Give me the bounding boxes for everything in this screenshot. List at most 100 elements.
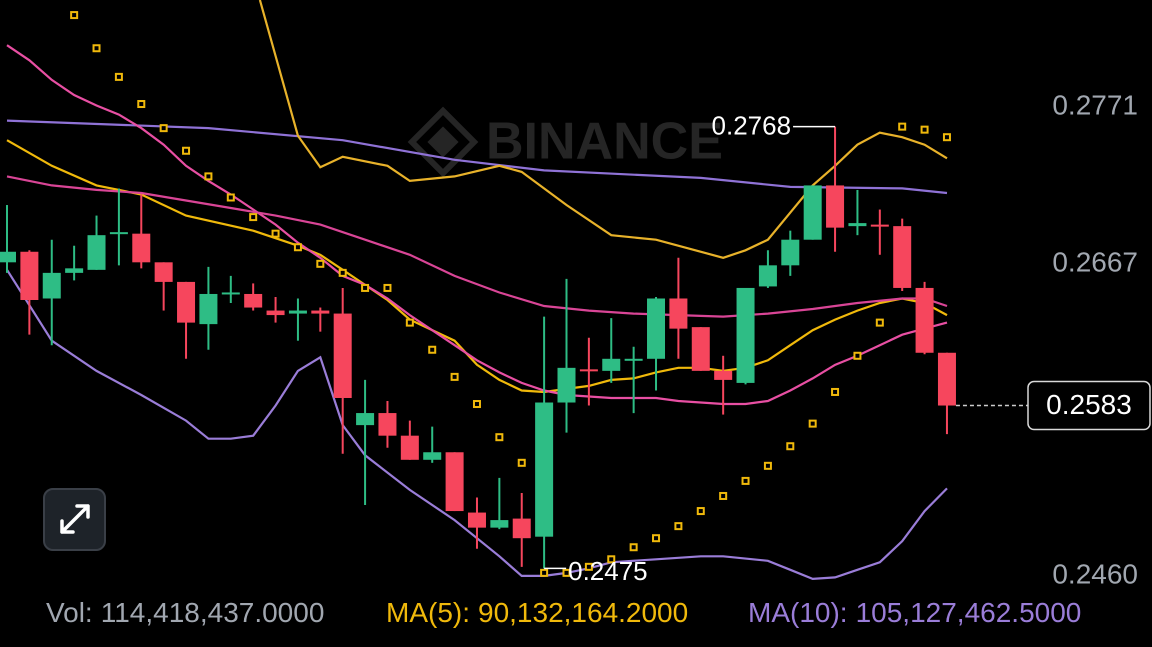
sar-dot: [226, 193, 235, 202]
sar-dot: [942, 133, 951, 142]
candle-body: [87, 235, 106, 270]
watermark-logo: [407, 106, 479, 178]
candle-body: [221, 292, 240, 295]
sar-dot: [741, 476, 750, 485]
sar-dot: [338, 268, 347, 277]
candle-body: [490, 520, 509, 528]
candle-body: [311, 310, 330, 314]
sar-dot: [786, 442, 795, 451]
candle-body: [624, 358, 643, 361]
current-price: 0.2583: [1046, 389, 1132, 420]
sar-dot: [763, 461, 772, 470]
candle-body: [602, 358, 621, 371]
candle-body: [669, 298, 688, 329]
indicator-line: [258, 0, 948, 259]
candle-body: [109, 232, 128, 235]
plot: 0.2460 0.2667 0.2771 0.2768 0.2475 0.2583: [0, 0, 1151, 589]
sar-dot: [114, 72, 123, 81]
candle-body: [758, 265, 777, 287]
sar-dot: [70, 11, 79, 20]
candle-body: [42, 272, 61, 299]
candle-body: [848, 223, 867, 227]
y-tick-label: 0.2460: [1052, 558, 1138, 589]
candle-body: [535, 402, 554, 537]
price-box: [1027, 380, 1151, 431]
candle-body: [65, 268, 84, 273]
candle-body: [512, 518, 531, 539]
high-label: 0.2768: [712, 111, 792, 141]
candle-body: [714, 370, 733, 380]
sar-dot: [182, 146, 191, 155]
sar-dot: [450, 372, 459, 381]
sar-dot: [808, 419, 817, 428]
sar-dot: [495, 433, 504, 442]
candle-body: [781, 239, 800, 266]
sar-dot: [607, 555, 616, 564]
candle-body: [937, 352, 956, 406]
candle-body: [579, 369, 598, 372]
expand-button[interactable]: [43, 488, 106, 551]
footer-value: 114,418,437.0000: [101, 597, 325, 628]
sar-dot: [405, 318, 414, 327]
expand-icon: [60, 504, 90, 534]
sar-dot: [853, 351, 862, 360]
sar-dot: [204, 172, 213, 181]
sar-dot: [540, 568, 549, 577]
indicator-line: [6, 269, 948, 581]
sar-dot: [696, 507, 705, 516]
sar-dot: [719, 491, 728, 500]
sar-dot: [383, 283, 392, 292]
candle-body: [266, 310, 285, 316]
sar-dot: [316, 259, 325, 268]
sar-dot: [674, 522, 683, 531]
candle-body: [356, 413, 375, 426]
sar-dot: [271, 229, 280, 238]
candle-body: [826, 185, 845, 228]
sar-dot: [159, 124, 168, 133]
sar-dot: [920, 125, 929, 134]
watermark-text: BINANCE: [486, 113, 723, 171]
candle-body: [288, 310, 307, 314]
candle-body: [0, 251, 16, 263]
sar-dot: [472, 400, 481, 409]
sar-dot: [361, 283, 370, 292]
footer-label: Vol:: [46, 597, 93, 628]
candle-body: [423, 452, 442, 460]
footer-label: MA(10):: [748, 597, 848, 628]
footer-stat: MA(5): 90,132,164.2000: [386, 597, 688, 628]
candle-body: [199, 293, 218, 325]
y-tick-label: 0.2667: [1052, 246, 1138, 277]
sar-dot: [517, 458, 526, 467]
sar-dot: [428, 345, 437, 354]
candle-body: [154, 262, 173, 282]
candle-body: [177, 281, 196, 323]
y-tick-label: 0.2771: [1052, 90, 1138, 121]
sar-dot: [831, 387, 840, 396]
sar-dot: [898, 122, 907, 131]
candle-body: [378, 413, 397, 436]
candle-body: [893, 226, 912, 288]
candle-body: [400, 435, 419, 460]
candle-body: [445, 452, 464, 512]
indicator-line: [6, 175, 948, 318]
candle-body: [467, 512, 486, 528]
indicator-line: [6, 139, 948, 394]
sar-dot: [249, 213, 258, 222]
footer-label: MA(5):: [386, 597, 470, 628]
candle-body: [736, 287, 755, 383]
footer-stat: Vol: 114,418,437.0000: [46, 597, 324, 628]
candle-body: [244, 293, 263, 308]
candle-body: [870, 224, 889, 227]
footer-value: 105,127,462.5000: [856, 597, 1082, 628]
candle-body: [557, 367, 576, 403]
watermark: BINANCE: [407, 106, 723, 178]
sar-dot: [92, 44, 101, 53]
candle-body: [20, 251, 39, 300]
sar-dot: [293, 243, 302, 252]
sar-dot: [652, 534, 661, 543]
sar-dot: [562, 568, 571, 577]
footer-value: 90,132,164.2000: [478, 597, 688, 628]
candle-body: [803, 185, 822, 240]
candle-body: [691, 327, 710, 371]
